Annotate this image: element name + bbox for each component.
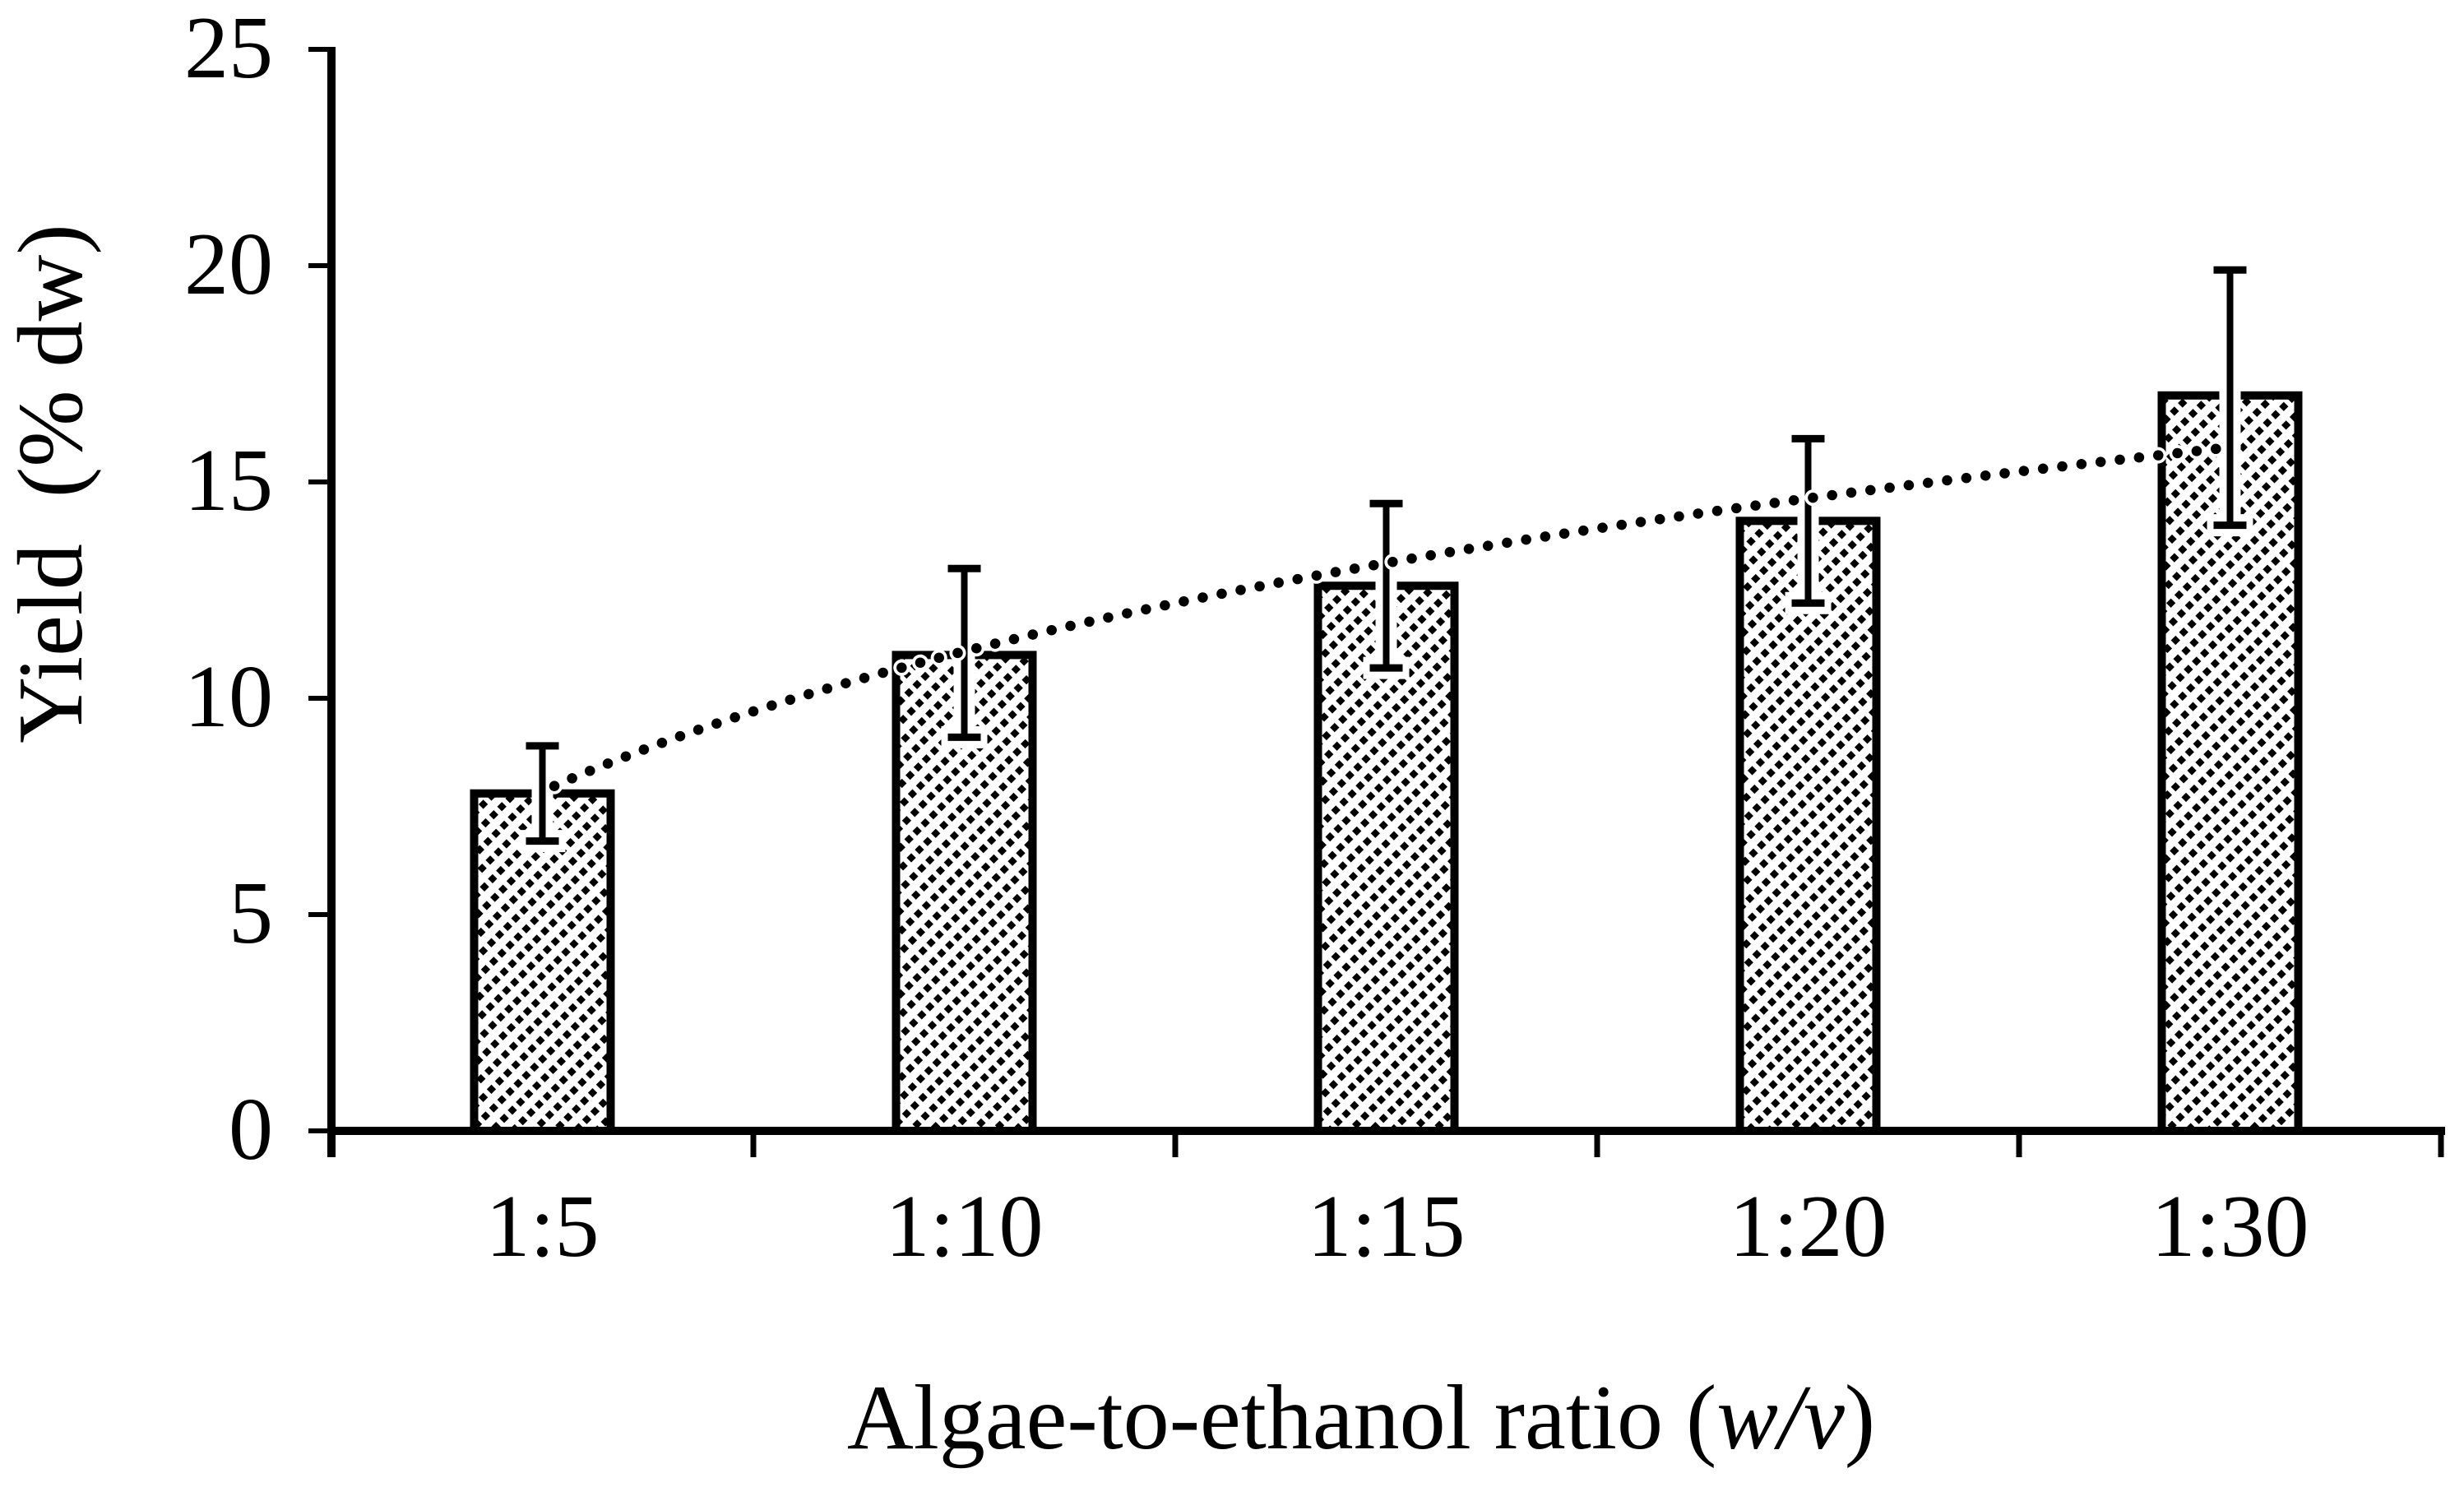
x-axis-title: Algae-to-ethanol ratio (w/v): [847, 1372, 1875, 1464]
error-bar-1:15: [1363, 492, 1410, 679]
y-tick-label: 5: [229, 864, 273, 962]
x-tick-label: 1:5: [485, 1178, 599, 1276]
y-tick-label: 20: [184, 215, 273, 313]
x-axis-title-text: Algae-to-ethanol ratio (: [846, 1367, 1717, 1469]
error-bar-1:20: [1785, 427, 1832, 614]
x-tick-label: 1:20: [1729, 1178, 1887, 1276]
x-tick-label: 1:15: [1307, 1178, 1465, 1276]
y-tick-label: 15: [184, 432, 273, 530]
y-axis-title: Yield (% dw): [0, 224, 102, 744]
x-tick-label: 1:30: [2151, 1178, 2309, 1276]
trendline: [546, 439, 2235, 794]
y-tick-label: 10: [184, 648, 273, 746]
x-axis-title-italic: w/v: [1716, 1367, 1845, 1469]
error-bar-1:5: [519, 734, 566, 853]
x-tick-label: 1:10: [885, 1178, 1043, 1276]
y-tick-label: 25: [184, 0, 273, 97]
error-bar-1:30: [2207, 258, 2253, 537]
y-tick-label: 0: [229, 1081, 273, 1179]
x-axis-title-close: ): [1844, 1367, 1876, 1469]
bar-1:20: [1735, 517, 1881, 1135]
